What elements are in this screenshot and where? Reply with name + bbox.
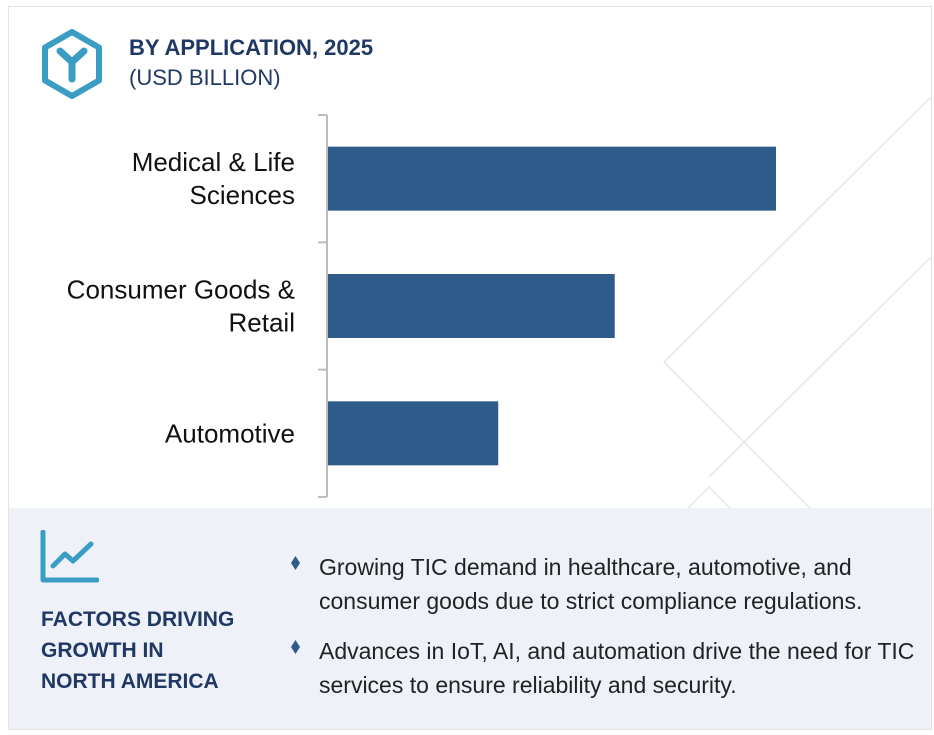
bar: [328, 401, 499, 466]
factors-title: FACTORS DRIVING GROWTH IN NORTH AMERICA: [41, 608, 235, 693]
diamond-bullet-icon: [291, 556, 300, 570]
bar-chart: Medical & Life Sciences Consumer Goods & Re…: [67, 114, 776, 498]
trend-chart-icon: [40, 530, 99, 583]
infographic-card: BY APPLICATION, 2025 (USD BILLION) Medic…: [8, 6, 932, 730]
hexagon-y-logo-icon: [42, 29, 102, 99]
bar: [328, 146, 776, 211]
category-label: Consumer Goods & Retail: [67, 275, 295, 338]
factors-panel: FACTORS DRIVING GROWTH IN NORTH AMERICA …: [9, 508, 931, 729]
chart-subtitle: (USD BILLION): [129, 65, 281, 90]
factor-bullet: Advances in IoT, AI, and automation driv…: [287, 634, 917, 702]
category-label: Medical & Life Sciences: [132, 147, 295, 210]
bar: [328, 274, 615, 338]
factors-bullet-list: Growing TIC demand in healthcare, automo…: [287, 550, 917, 718]
category-label: Automotive: [165, 418, 295, 448]
factor-bullet-text: Advances in IoT, AI, and automation driv…: [319, 638, 915, 698]
diamond-bullet-icon: [291, 640, 300, 654]
factor-bullet: Growing TIC demand in healthcare, automo…: [287, 550, 917, 618]
chart-title: BY APPLICATION, 2025: [129, 35, 374, 60]
factor-bullet-text: Growing TIC demand in healthcare, automo…: [319, 554, 863, 614]
